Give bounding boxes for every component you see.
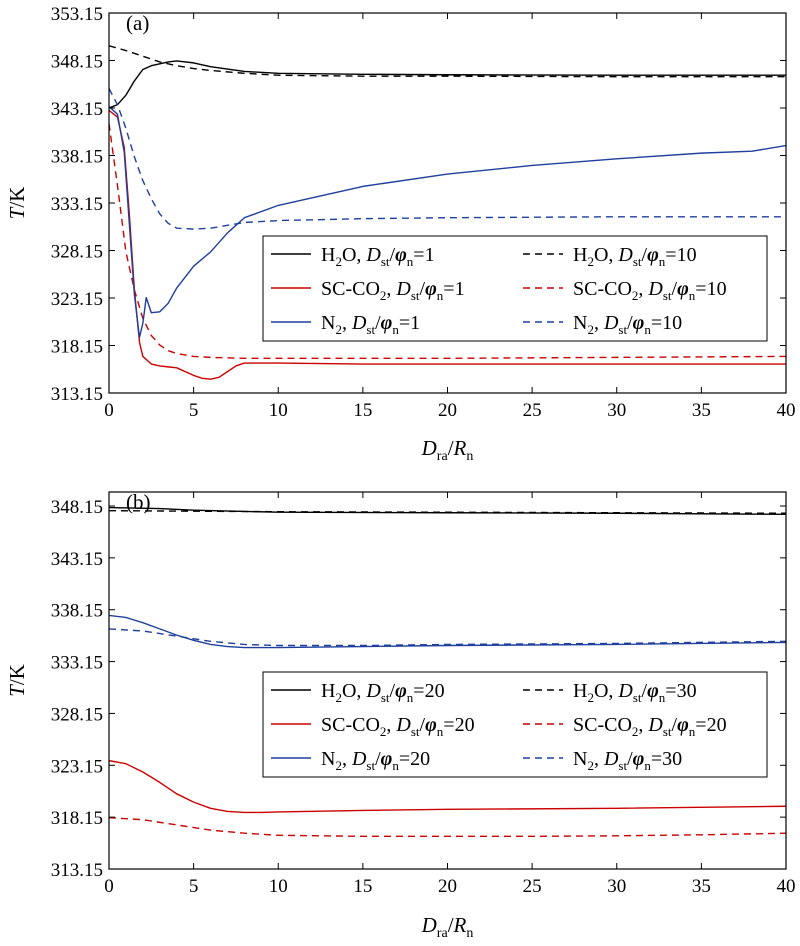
x-tick-label: 25 xyxy=(523,400,542,421)
series-line-b-1 xyxy=(109,509,786,514)
y-tick-label: 343.15 xyxy=(51,99,103,120)
x-tick-label: 5 xyxy=(189,876,199,897)
legend-entry: N2, Dst/φn=20 xyxy=(321,748,430,773)
y-tick-label: 313.15 xyxy=(51,384,103,405)
panel-label: (a) xyxy=(126,11,149,35)
x-tick-label: 30 xyxy=(607,876,626,897)
legend-entry: N2, Dst/φn=10 xyxy=(573,312,682,337)
x-tick-label: 5 xyxy=(189,400,199,421)
legend-entry: SC-CO2, Dst/φn=20 xyxy=(573,714,727,739)
legend-box xyxy=(262,235,768,342)
x-tick-label: 15 xyxy=(353,400,372,421)
legend-entry: SC-CO2, Dst/φn=1 xyxy=(321,278,465,303)
y-tick-label: 353.15 xyxy=(51,4,103,25)
y-tick-label: 323.15 xyxy=(51,289,103,310)
x-tick-label: 0 xyxy=(104,400,114,421)
legend-entry: SC-CO2, Dst/φn=10 xyxy=(573,278,727,303)
x-tick-label: 35 xyxy=(692,876,711,897)
series-line-b-2 xyxy=(109,759,786,814)
series-line-a-5 xyxy=(109,88,786,230)
y-tick-label: 318.15 xyxy=(51,337,103,358)
x-tick-label: 30 xyxy=(607,400,626,421)
x-tick-label: 25 xyxy=(523,876,542,897)
y-tick-label: 323.15 xyxy=(51,756,103,777)
y-tick-label: 333.15 xyxy=(51,194,103,215)
legend-entry: SC-CO2, Dst/φn=20 xyxy=(321,714,475,739)
y-tick-label: 313.15 xyxy=(51,860,103,881)
x-tick-label: 15 xyxy=(353,876,372,897)
series-line-b-3 xyxy=(109,816,786,838)
panel-label: (b) xyxy=(126,490,151,514)
legend-box xyxy=(262,671,768,778)
x-axis-label: Dra/Rn xyxy=(421,913,474,941)
legend-entry: H2O, Dst/φn=20 xyxy=(321,680,445,705)
y-tick-label: 338.15 xyxy=(51,147,103,168)
x-tick-label: 40 xyxy=(777,400,796,421)
legend-entry: H2O, Dst/φn=1 xyxy=(321,244,435,269)
y-tick-label: 328.15 xyxy=(51,242,103,263)
y-tick-label: 333.15 xyxy=(51,653,103,674)
series-line-a-0 xyxy=(109,60,786,109)
x-tick-label: 20 xyxy=(438,876,457,897)
x-tick-label: 35 xyxy=(692,400,711,421)
series-line-b-5 xyxy=(109,628,786,647)
y-axis-label: T/K xyxy=(5,187,29,220)
y-tick-label: 318.15 xyxy=(51,808,103,829)
legend-entry: N2, Dst/φn=30 xyxy=(573,748,682,773)
chart-panel-b: 0 5 10 15 20 25 30 35 40 313.15 318.15 323.15 328.15… xyxy=(5,490,796,941)
x-tick-label: 40 xyxy=(777,876,796,897)
y-tick-label: 348.15 xyxy=(51,497,103,518)
legend: H2O, Dst/φn=20 SC-CO2, Dst/φn=20 N2, Dst/φ… xyxy=(262,671,768,778)
x-tick-label: 20 xyxy=(438,400,457,421)
y-tick-label: 338.15 xyxy=(51,601,103,622)
legend-entry: N2, Dst/φn=1 xyxy=(321,312,420,337)
legend-entry: H2O, Dst/φn=30 xyxy=(573,680,697,705)
legend: H2O, Dst/φn=1 SC-CO2, Dst/φn=1 N2, Dst/φn=… xyxy=(262,235,768,342)
y-tick-label: 328.15 xyxy=(51,704,103,725)
series-line-a-4 xyxy=(109,106,786,339)
chart-panel-a: 0 5 10 15 20 25 30 35 40 313.15 318.15 323.15 328.15… xyxy=(5,4,796,464)
y-tick-label: 343.15 xyxy=(51,549,103,570)
series-line-b-4 xyxy=(109,614,786,649)
y-axis-label: T/K xyxy=(5,664,29,697)
x-tick-label: 10 xyxy=(269,876,288,897)
series-line-a-1 xyxy=(109,45,786,78)
legend-entry: H2O, Dst/φn=10 xyxy=(573,244,697,269)
x-tick-label: 10 xyxy=(269,400,288,421)
x-tick-label: 0 xyxy=(104,876,114,897)
y-tick-label: 348.15 xyxy=(51,52,103,73)
x-axis-label: Dra/Rn xyxy=(421,436,474,464)
